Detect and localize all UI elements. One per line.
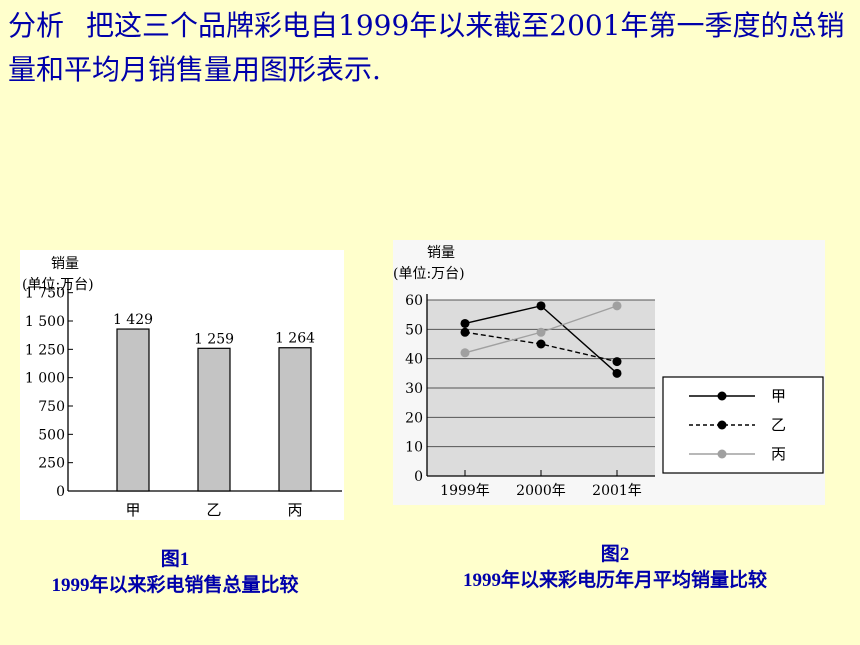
- figure1-subtitle: 1999年以来彩电销售总量比较: [51, 575, 299, 596]
- figure1-title: 图1: [160, 549, 190, 570]
- y-tick-label: 20: [405, 410, 423, 426]
- figure2-caption: 图2 1999年以来彩电历年月平均销量比较: [405, 542, 825, 594]
- legend-marker: [717, 449, 727, 459]
- data-point: [612, 301, 622, 311]
- x-tick-label: 2000年: [516, 483, 566, 499]
- y-tick-label: 30: [405, 381, 423, 397]
- legend-box: [662, 376, 824, 474]
- data-point: [612, 368, 622, 378]
- legend-label: 丙: [771, 445, 786, 463]
- y-tick-label: 1 250: [25, 342, 65, 358]
- y-tick-label: 10: [405, 440, 423, 456]
- legend-label: 乙: [771, 416, 786, 434]
- x-tick-label: 丙: [287, 501, 302, 519]
- y-tick-label: 60: [405, 293, 423, 309]
- x-tick-label: 2001年: [592, 483, 642, 499]
- y-axis-unit-label: (单位:万台): [393, 266, 465, 282]
- figure2-title: 图2: [600, 544, 630, 565]
- y-tick-label: 40: [405, 352, 423, 368]
- data-point: [536, 327, 546, 337]
- y-tick-label: 50: [405, 322, 423, 338]
- y-axis-unit-label: (单位:万台): [22, 277, 94, 293]
- bar-chart-panel: 销量 (单位:万台) 0 250 500 750 1 000 1 250 1 500 1 750 1…: [20, 250, 344, 520]
- y-tick-label: 250: [38, 456, 65, 472]
- legend-label: 甲: [771, 387, 786, 405]
- bar: [278, 347, 312, 492]
- data-point: [460, 348, 470, 358]
- heading-text: 把这三个品牌彩电自1999年以来截至2001年第一季度的总销量和平均月销售量用图…: [8, 9, 845, 86]
- bar: [197, 347, 231, 492]
- y-tick-label: 750: [38, 399, 65, 415]
- data-point: [536, 339, 546, 349]
- legend-marker: [717, 420, 727, 430]
- y-tick-label: 500: [38, 427, 65, 443]
- y-tick-label: 1 750: [25, 286, 65, 302]
- data-point: [536, 301, 546, 311]
- bar: [116, 328, 150, 492]
- data-point: [612, 357, 622, 367]
- legend-marker: [717, 391, 727, 401]
- figure2-subtitle: 1999年以来彩电历年月平均销量比较: [462, 570, 767, 591]
- figure1-caption: 图1 1999年以来彩电销售总量比较: [10, 547, 340, 599]
- line-chart-panel: 销量 (单位:万台) 0 10 20 30 40 50 60 1999年 2000年 2001年 甲乙丙: [393, 240, 825, 505]
- bar-value-label: 1 259: [194, 331, 234, 347]
- line-chart: 销量 (单位:万台) 0 10 20 30 40 50 60 1999年 2000年 2001年 甲乙丙: [393, 245, 824, 499]
- y-tick-label: 0: [56, 484, 65, 500]
- x-tick-label: 甲: [125, 501, 140, 519]
- x-tick-label: 乙: [206, 501, 221, 519]
- slide-heading: 分析 把这三个品牌彩电自1999年以来截至2001年第一季度的总销量和平均月销售量…: [8, 4, 848, 92]
- bar-value-label: 1 264: [275, 331, 315, 347]
- y-axis-label: 销量: [51, 256, 79, 272]
- heading-lead: 分析: [8, 9, 65, 42]
- y-axis-label: 销量: [427, 245, 455, 261]
- x-tick-label: 1999年: [440, 483, 490, 499]
- y-tick-label: 0: [414, 469, 423, 485]
- y-tick-label: 1 000: [25, 371, 65, 387]
- bar-value-label: 1 429: [113, 312, 153, 328]
- data-point: [460, 318, 470, 328]
- data-point: [460, 327, 470, 337]
- bar-chart: 销量 (单位:万台) 0 250 500 750 1 000 1 250 1 500 1 750 1…: [22, 256, 342, 519]
- y-tick-label: 1 500: [25, 314, 65, 330]
